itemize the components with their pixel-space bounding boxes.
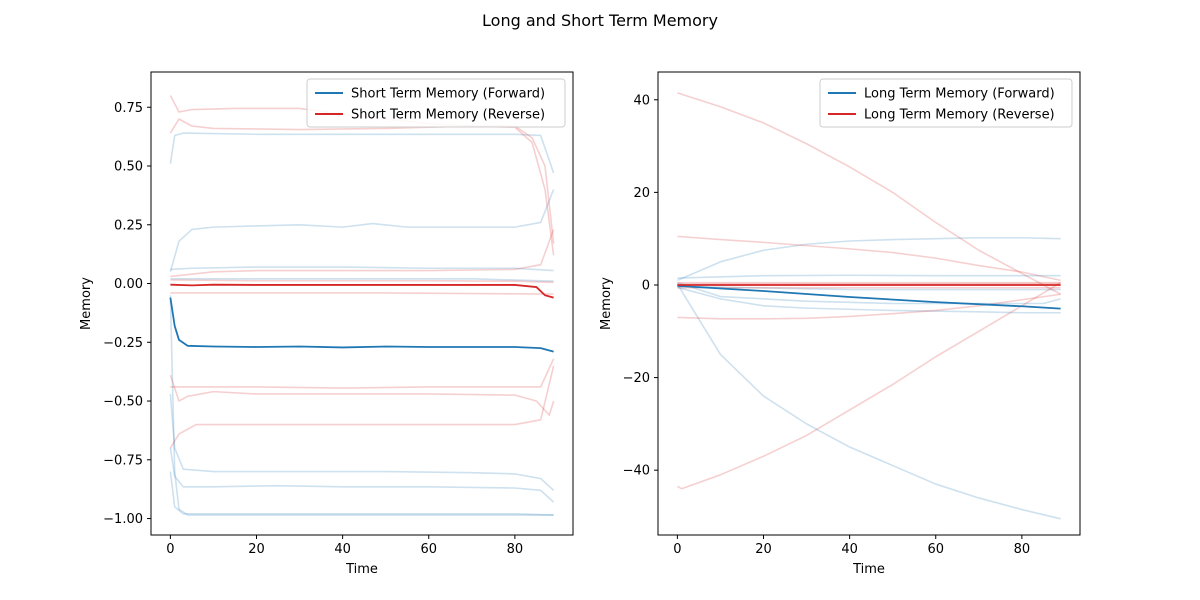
series-line-faint [677, 285, 1061, 291]
series-line-faint [169, 374, 555, 416]
y-tick-label: 40 [633, 93, 650, 108]
legend-label: Long Term Memory (Forward) [864, 87, 1055, 102]
legend-box [819, 78, 1073, 128]
y-tick-label: −0.25 [103, 336, 143, 351]
series-line-faint [169, 189, 555, 272]
series-line-faint [169, 447, 555, 503]
y-tick-label: −0.75 [103, 453, 143, 468]
series-line-faint [677, 92, 1061, 295]
series-line-faint [677, 235, 1061, 282]
series-line-faint [677, 286, 1061, 314]
series-line-faint [170, 358, 555, 389]
y-tick-label: −20 [623, 371, 650, 386]
series-line-faint [170, 278, 554, 282]
long-term-memory-axes: 0 20 40 60 80 −40 −20 0 20 40 Time Memory Long Term … [599, 71, 1081, 577]
y-tick-label: −0.50 [103, 395, 143, 410]
series-line-faint [169, 471, 554, 516]
figure-title: Long and Short Term Memory [482, 11, 718, 30]
y-tick-label: 0 [642, 278, 650, 293]
axes-frame [657, 71, 1081, 536]
y-axis-label: Memory [79, 277, 94, 330]
series-line-faint [169, 132, 555, 174]
series-group [169, 95, 555, 516]
y-tick-label: 0.00 [114, 277, 143, 292]
x-tick-label: 80 [1014, 542, 1031, 557]
axes-frame [150, 71, 574, 536]
x-tick-label: 60 [927, 542, 944, 557]
series-line-faint [677, 236, 1061, 282]
series-line-faint [677, 293, 1061, 320]
series-line-faint [169, 365, 555, 449]
x-tick-label: 20 [755, 542, 772, 557]
series-group [676, 92, 1062, 520]
legend-label: Short Term Memory (Reverse) [351, 108, 545, 123]
y-tick-label: 0.25 [114, 218, 143, 233]
series-line-faint [169, 295, 554, 516]
series-line-faint [170, 266, 554, 272]
x-tick-label: 0 [166, 542, 174, 557]
series-line-faint [170, 279, 554, 284]
series-line-faint [169, 393, 555, 491]
series-line-faint [677, 274, 1061, 279]
y-tick-label: −40 [623, 464, 650, 479]
series-line-faint [676, 283, 1061, 520]
series-line-faint [677, 281, 1061, 305]
y-axis-label: Memory [599, 277, 614, 330]
x-tick-label: 0 [673, 542, 681, 557]
legend-label: Short Term Memory (Forward) [351, 87, 545, 102]
series-line-faint [677, 281, 1062, 490]
y-tick-label: 0.50 [114, 160, 143, 175]
x-axis-label: Time [345, 562, 378, 577]
x-tick-label: 60 [420, 542, 437, 557]
x-tick-label: 80 [507, 542, 524, 557]
x-tick-label: 40 [334, 542, 351, 557]
y-tick-label: −1.00 [103, 512, 143, 527]
x-tick-label: 20 [248, 542, 265, 557]
legend-box [306, 78, 566, 128]
short-term-memory-axes: 0 20 40 60 80 −1.00 −0.75 −0.50 −0.25 0.00 0.25 0.5… [79, 71, 574, 577]
legend: Long Term Memory (Forward) Long Term Memo… [819, 78, 1073, 128]
legend-label: Long Term Memory (Reverse) [864, 108, 1055, 123]
series-line-faint [170, 292, 554, 295]
y-tick-label: 0.75 [114, 101, 143, 116]
series-line-faint [169, 118, 555, 244]
series-line-faint [170, 229, 555, 278]
y-tick-label: 20 [633, 186, 650, 201]
series-line-short-term-memory-forward [169, 297, 554, 353]
legend: Short Term Memory (Forward) Short Term Me… [306, 78, 566, 128]
x-tick-label: 40 [841, 542, 858, 557]
series-line-short-term-memory-reverse [170, 283, 554, 299]
x-axis-label: Time [852, 562, 885, 577]
series-line-long-term-memory-forward [677, 285, 1061, 310]
